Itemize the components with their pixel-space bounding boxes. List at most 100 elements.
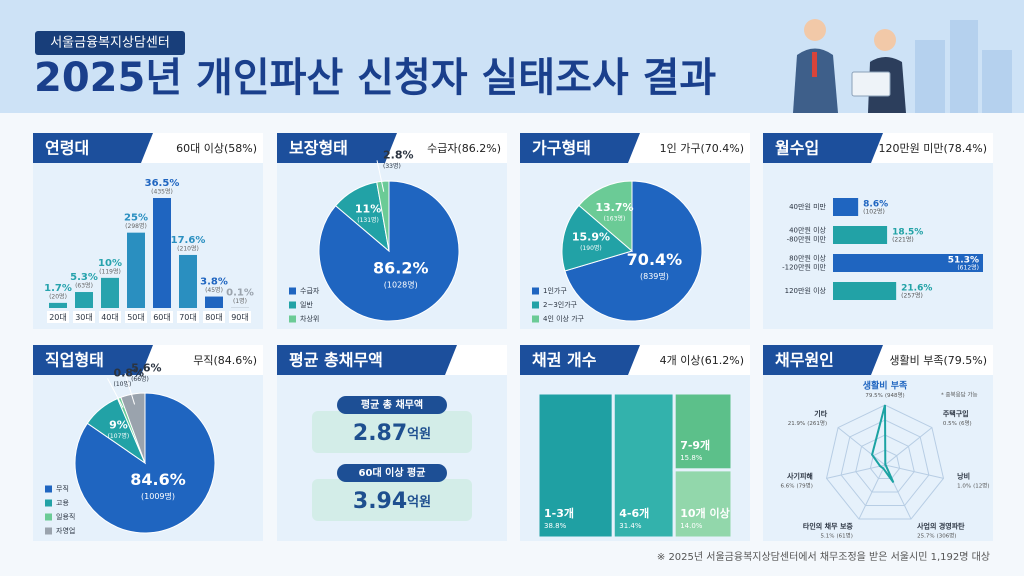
stat-number: 2.87 <box>353 421 407 446</box>
category-label: 1-3개 <box>544 506 574 520</box>
panel-title-box <box>277 133 397 163</box>
stat-unit: 억원 <box>407 495 431 510</box>
stat-value: 3.94억원 <box>353 489 431 514</box>
count-label: (435명) <box>151 188 173 196</box>
panel <box>763 345 993 541</box>
organization-tag <box>35 31 185 55</box>
category-label: 사기피해 <box>787 471 813 480</box>
value-label: 1.7% <box>44 283 72 294</box>
radar-spoke <box>884 427 933 466</box>
count-label: (261명) <box>807 419 827 426</box>
value-label: 21.6% <box>901 284 932 294</box>
value-label: 5.6% <box>131 361 162 374</box>
bar <box>833 254 983 272</box>
x-tick-label: 30대 <box>75 313 93 322</box>
panel-title: 연령대 <box>45 139 89 158</box>
value-text: 5.1% (61명) <box>821 532 853 539</box>
value-label: 15.9% <box>572 230 610 243</box>
value-label: 0.1% <box>226 288 254 299</box>
value-text: 0.5% (6명) <box>943 419 972 426</box>
count-label: (79명) <box>796 482 812 489</box>
legend-label: 차상위 <box>300 314 319 323</box>
value-label: 79.5% <box>865 393 882 399</box>
value-label: 0.8% <box>114 366 145 379</box>
laptop <box>851 71 891 97</box>
legend-label: 1인가구 <box>543 286 567 295</box>
legend-label: 일반 <box>300 300 313 309</box>
y-tick-label: 120만원 이상 <box>785 286 827 295</box>
panel <box>33 133 263 329</box>
panel-subtitle: 무직(84.6%) <box>193 354 257 367</box>
legend-swatch <box>45 513 52 521</box>
category-box <box>125 311 147 323</box>
bar <box>205 296 223 308</box>
treemap-cell <box>611 391 676 540</box>
value-label: 1.0% <box>957 483 971 489</box>
radar-line <box>870 404 895 484</box>
pie-slice <box>561 204 634 272</box>
count-label: (612명) <box>957 264 979 272</box>
stat-pill <box>337 396 447 414</box>
value-label: 0.5% <box>943 420 957 426</box>
panel-subtitle: 120만원 미만(78.4%) <box>879 142 988 155</box>
bar <box>833 282 897 300</box>
value-text: 79.5% (948명) <box>865 392 904 399</box>
panel-title: 채무원인 <box>775 351 834 370</box>
panel-title-box <box>763 133 883 163</box>
treemap-cell <box>672 391 734 472</box>
value-label: 25.7% <box>917 533 934 539</box>
value-label: 14.0% <box>680 522 703 530</box>
value-label: 21.9% <box>788 420 805 426</box>
stat-number: 3.94 <box>353 489 407 514</box>
x-tick-label: 20대 <box>49 313 67 322</box>
count-label: (33명) <box>383 162 401 170</box>
radar-ring <box>840 419 930 507</box>
stat-box <box>312 479 472 521</box>
y-tick-label: 40만원 이상 <box>789 226 826 235</box>
legend-label: 2~3인가구 <box>543 300 578 309</box>
category-label: 낭비 <box>957 471 970 480</box>
category-label: 주택구입 <box>943 409 969 418</box>
pie-slice <box>578 180 633 253</box>
building <box>982 50 1012 113</box>
legend-swatch <box>532 287 539 295</box>
building <box>950 20 978 113</box>
legend-swatch <box>532 315 539 323</box>
legend-label: 4인 이상 가구 <box>543 314 585 323</box>
building <box>915 40 945 113</box>
people-illustration <box>793 19 906 113</box>
radar-spoke <box>884 464 944 479</box>
pie-slice <box>120 392 146 464</box>
value-label: 38.8% <box>544 522 567 530</box>
count-label: (10명) <box>114 380 132 388</box>
count-label: (66명) <box>131 375 149 383</box>
value-label: 25% <box>124 213 148 224</box>
count-label: (190명) <box>580 244 602 252</box>
panel-title-box <box>33 345 153 375</box>
count-label: (948명) <box>885 392 905 399</box>
category-label: 생활비 부족 <box>863 380 908 392</box>
panel-title-box <box>763 345 883 375</box>
legend-swatch <box>45 527 52 535</box>
treemap-cell <box>536 391 615 540</box>
radar-ring <box>825 404 945 520</box>
bar <box>833 198 859 216</box>
radar-spoke <box>858 464 886 520</box>
count-label: (210명) <box>177 244 199 252</box>
person-head <box>874 29 896 51</box>
x-tick-label: 90대 <box>231 313 249 322</box>
count-label: (257명) <box>901 292 923 300</box>
panel-subtitle: 1인 가구(70.4%) <box>660 142 744 155</box>
stat-box <box>312 411 472 453</box>
category-box <box>99 311 121 323</box>
count-label: (61명) <box>837 532 853 539</box>
legend-swatch <box>289 287 296 295</box>
category-label: 타인의 채무 보증 <box>803 522 854 531</box>
count-label: (107명) <box>108 432 130 440</box>
pie-slice <box>376 180 390 252</box>
panel-title: 직업형태 <box>45 351 104 370</box>
category-box <box>203 311 225 323</box>
value-label: 8.6% <box>863 200 888 210</box>
radar-spoke <box>837 427 886 466</box>
